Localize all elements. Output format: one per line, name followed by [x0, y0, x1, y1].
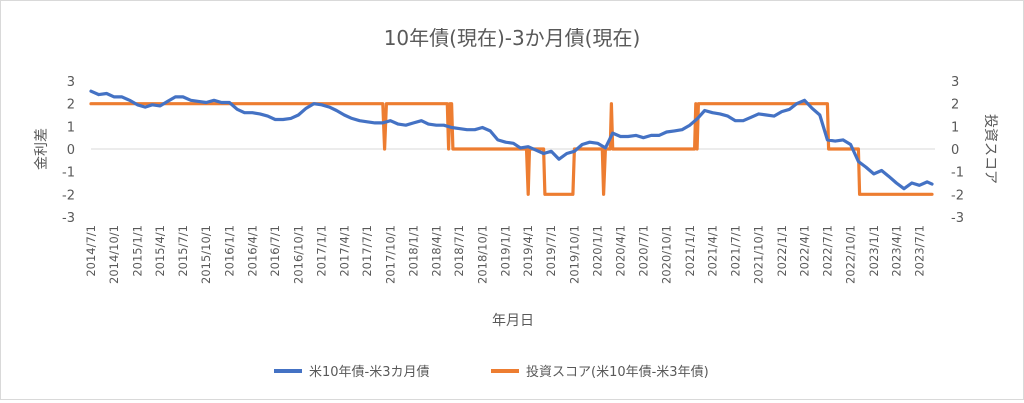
x-tick-label: 2018/4/1: [429, 225, 443, 277]
x-tick-label: 2016/4/1: [245, 225, 259, 277]
y-axis-left-ticks: 3 2 1 0 -1 -2 -3: [62, 75, 75, 226]
y-tick-left: 2: [67, 98, 75, 113]
x-tick-label: 2016/10/1: [291, 225, 305, 284]
x-tick-label: 2020/4/1: [614, 225, 628, 277]
x-tick-label: 2014/7/1: [84, 225, 98, 277]
x-tick-label: 2021/1/1: [683, 225, 697, 277]
x-tick-label: 2019/10/1: [567, 225, 581, 284]
x-tick-label: 2022/7/1: [820, 225, 834, 277]
legend: 米10年債-米3カ月債 投資スコア(米10年債-米3年債): [274, 364, 709, 380]
x-tick-label: 2017/10/1: [383, 225, 397, 284]
x-tick-label: 2019/1/1: [499, 225, 513, 277]
y-tick-right: -3: [951, 211, 964, 226]
x-tick-label: 2017/4/1: [337, 225, 351, 277]
x-tick-label: 2015/4/1: [153, 225, 167, 277]
legend-label-series-0: 米10年債-米3カ月債: [309, 365, 430, 380]
x-tick-label: 2021/10/1: [752, 225, 766, 284]
series-line-0: [89, 89, 934, 191]
x-tick-label: 2018/10/1: [475, 225, 489, 284]
x-tick-label: 2014/10/1: [107, 225, 121, 284]
x-tick-label: 2023/7/1: [912, 225, 926, 277]
y-tick-left: -3: [62, 211, 75, 226]
x-tick-label: 2017/1/1: [315, 225, 329, 277]
series-line-1: [89, 102, 934, 196]
x-tick-label: 2015/7/1: [176, 225, 190, 277]
x-tick-label: 2022/4/1: [798, 225, 812, 277]
x-tick-label: 2015/10/1: [199, 225, 213, 284]
y-tick-right: 2: [951, 98, 959, 113]
y-tick-left: 1: [67, 120, 75, 135]
y-axis-left-label: 金利差: [34, 128, 50, 170]
x-tick-label: 2015/1/1: [130, 225, 144, 277]
x-tick-label: 2016/1/1: [222, 225, 236, 277]
series-layer: [89, 89, 934, 196]
x-tick-label: 2021/7/1: [728, 225, 742, 277]
x-tick-label: 2023/4/1: [889, 225, 903, 277]
y-tick-right: 1: [951, 120, 959, 135]
y-tick-right: 0: [951, 143, 959, 158]
y-axis-right-label: 投資スコア: [982, 114, 998, 184]
y-tick-left: -1: [62, 166, 75, 181]
y-tick-right: -1: [951, 166, 964, 181]
x-tick-label: 2022/10/1: [844, 225, 858, 284]
x-tick-label: 2017/7/1: [360, 225, 374, 277]
x-tick-label: 2020/7/1: [636, 225, 650, 277]
y-axis-right-ticks: 3 2 1 0 -1 -2 -3: [951, 75, 964, 226]
x-tick-label: 2023/1/1: [867, 225, 881, 277]
y-tick-left: -2: [62, 188, 75, 203]
x-tick-label: 2020/1/1: [591, 225, 605, 277]
chart-title: 10年債(現在)-3か月債(現在): [384, 26, 641, 50]
x-tick-label: 2022/1/1: [775, 225, 789, 277]
y-tick-right: 3: [951, 75, 959, 90]
x-tick-label: 2019/4/1: [521, 225, 535, 277]
y-tick-left: 3: [67, 75, 75, 90]
x-axis-label: 年月日: [492, 313, 534, 329]
y-tick-right: -2: [951, 188, 964, 203]
y-tick-left: 0: [67, 143, 75, 158]
x-tick-label: 2019/7/1: [544, 225, 558, 277]
x-tick-label: 2020/10/1: [660, 225, 674, 284]
x-axis-ticks: 2014/7/1 2014/10/1 2015/1/1 2015/4/1 2015/7/…: [84, 225, 926, 284]
x-tick-label: 2018/7/1: [452, 225, 466, 277]
x-tick-label: 2018/1/1: [407, 225, 421, 277]
x-tick-label: 2016/7/1: [268, 225, 282, 277]
x-tick-label: 2021/4/1: [706, 225, 720, 277]
legend-label-series-1: 投資スコア(米10年債-米3年債): [526, 364, 709, 380]
